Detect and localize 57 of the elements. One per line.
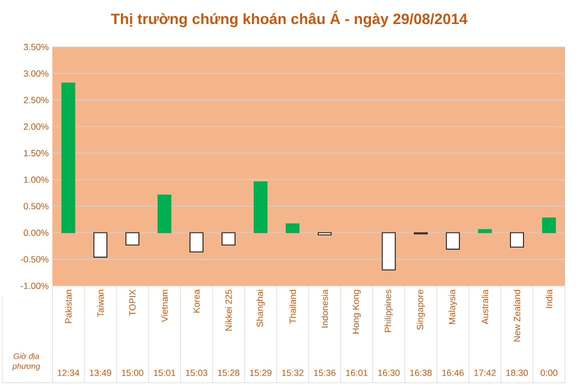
text: 15:29 bbox=[250, 370, 272, 376]
bar bbox=[510, 232, 524, 248]
bar bbox=[254, 182, 268, 234]
bar bbox=[286, 223, 300, 234]
text: 12:34 bbox=[58, 370, 80, 376]
x-tick-label: Nikkei 225 bbox=[225, 290, 232, 331]
bar bbox=[61, 82, 76, 234]
bar bbox=[542, 218, 556, 234]
y-tick-label: 3.00% bbox=[24, 70, 48, 77]
bar bbox=[446, 232, 460, 250]
x-tick-label: Indonesia bbox=[321, 289, 328, 328]
x-tick-label: Shanghai bbox=[256, 290, 265, 327]
x-tick-label: New Zealand bbox=[514, 290, 520, 342]
bar bbox=[478, 229, 492, 234]
x-tick-label: India bbox=[546, 289, 552, 308]
y-tick-label: 1.00% bbox=[24, 176, 48, 183]
text: 16:30 bbox=[378, 370, 400, 376]
bar bbox=[222, 232, 236, 246]
text: 15:03 bbox=[186, 370, 208, 376]
x-tick-label: Malaysia bbox=[448, 289, 458, 324]
text: 15:32 bbox=[282, 370, 304, 376]
text: 16:38 bbox=[410, 370, 432, 376]
text: 15:00 bbox=[122, 370, 144, 376]
text: 13:49 bbox=[90, 370, 112, 376]
bar bbox=[126, 232, 140, 246]
y-tick-label: 0.50% bbox=[24, 203, 48, 210]
x-tick-label: TOPIX bbox=[129, 290, 136, 316]
x-tick-label: Vietnam bbox=[161, 290, 168, 322]
x-tick-label: Korea bbox=[193, 289, 200, 313]
text: 16:01 bbox=[346, 370, 368, 376]
y-tick-label: 1.50% bbox=[24, 150, 48, 156]
x-tick-label: Pakistan bbox=[65, 290, 72, 324]
bar bbox=[382, 232, 396, 270]
y-tick-label: 2.00% bbox=[24, 124, 48, 130]
y-tick-label: 3.50% bbox=[24, 44, 48, 50]
text: 16:46 bbox=[442, 370, 464, 376]
y-tick-label: -0.50% bbox=[20, 256, 48, 263]
bar bbox=[190, 232, 204, 252]
x-tick-label: Philippines bbox=[384, 290, 393, 332]
y-tick-label: -1.00% bbox=[20, 282, 48, 290]
y-tick-label: 2.50% bbox=[24, 96, 48, 104]
bar bbox=[318, 232, 332, 236]
x-tick-label: Thailand bbox=[289, 290, 296, 324]
text: 15:28 bbox=[218, 370, 240, 376]
y-tick-label: 0.00% bbox=[24, 230, 48, 236]
x-tick-label: Australia bbox=[482, 289, 488, 324]
text: 0:00 bbox=[540, 370, 558, 376]
text: 18:30 bbox=[506, 370, 528, 376]
text: 15:36 bbox=[314, 370, 336, 376]
x-tick-label: Hong Kong bbox=[352, 290, 361, 334]
bar bbox=[158, 194, 172, 234]
x-tick-label: Singapore bbox=[416, 290, 425, 330]
bar bbox=[93, 232, 108, 258]
text: 17:42 bbox=[474, 370, 496, 376]
x-tick-label: Taiwan bbox=[97, 290, 104, 318]
chart-title: Thị trường chứng khoán châu Á - ngày 29/08/2014 bbox=[110, 10, 468, 28]
text: 15:01 bbox=[154, 370, 176, 376]
